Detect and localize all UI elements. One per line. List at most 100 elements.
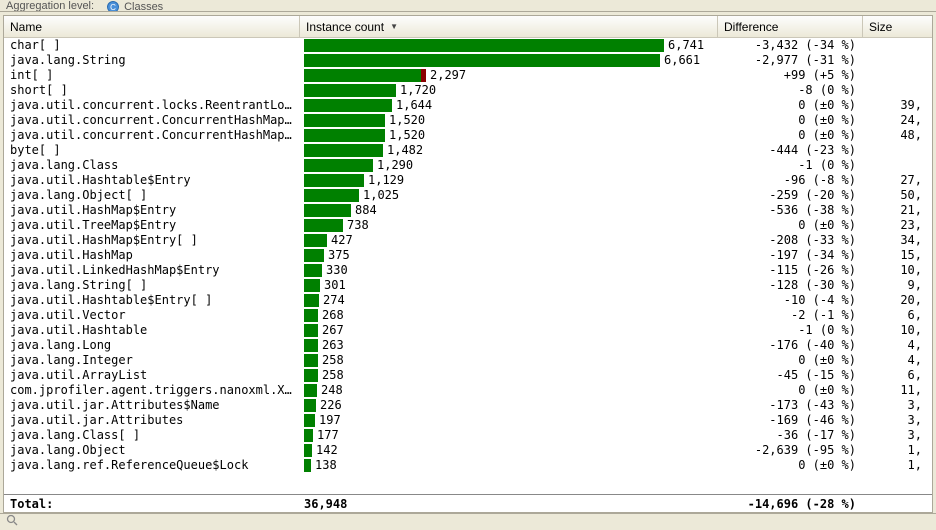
table-row[interactable]: java.util.Vector268-2 (-1 %)6, [4,308,932,323]
cell-difference: -128 (-30 %) [718,278,863,293]
count-label: 2,297 [430,68,466,83]
cell-size: 20, [863,293,923,308]
table-row[interactable]: com.jprofiler.agent.triggers.nanoxml.XML… [4,383,932,398]
table-row[interactable]: java.lang.Class 1,290 -1 (0 %) [4,158,932,173]
cell-difference: -444 (-23 %) [718,143,863,158]
col-header-size[interactable]: Size [863,16,923,37]
table-row[interactable]: java.util.Hashtable267-1 (0 %)10, [4,323,932,338]
table-panel: Name Instance count Difference Size char… [0,12,936,513]
cell-instance-count: 197 [300,413,718,428]
table-row[interactable]: java.util.Hashtable$Entry1,129-96 (-8 %)… [4,173,932,188]
cell-instance-count: 248 [300,383,718,398]
bar-current [304,84,396,97]
cell-instance-count: 1,720 [300,83,718,98]
cell-difference: -8 (0 %) [718,83,863,98]
bar-current [304,324,318,337]
bar-current [304,69,421,82]
count-label: 1,520 [389,113,425,128]
table-row[interactable]: java.util.LinkedHashMap$Entry330-115 (-2… [4,263,932,278]
table-header: Name Instance count Difference Size [4,16,932,38]
cell-difference: 0 (±0 %) [718,353,863,368]
table-row[interactable]: java.util.Hashtable$Entry[ ]274-10 (-4 %… [4,293,932,308]
count-label: 375 [328,248,350,263]
count-label: 1,290 [377,158,413,173]
bar-current [304,159,373,172]
table-row[interactable]: java.lang.Object[ ]1,025-259 (-20 %)50, [4,188,932,203]
bar-current [304,189,359,202]
classes-filter[interactable]: C Classes [106,0,163,12]
table-row[interactable]: java.util.jar.Attributes197-169 (-46 %)3… [4,413,932,428]
col-header-name[interactable]: Name [4,16,300,37]
cell-difference: -96 (-8 %) [718,173,863,188]
cell-size: 3, [863,413,923,428]
cell-instance-count: 2,297 [300,68,718,83]
table-row[interactable]: java.lang.ref.ReferenceQueue$Lock1380 (±… [4,458,932,473]
cell-difference: -10 (-4 %) [718,293,863,308]
table-row[interactable]: java.lang.Class[ ]177-36 (-17 %)3, [4,428,932,443]
cell-name: char[ ] [4,38,300,53]
cell-size: 3, [863,428,923,443]
aggregation-label: Aggregation level: [6,0,94,12]
cell-name: java.lang.Class [4,158,300,173]
cell-size: 23, [863,218,923,233]
table-row[interactable]: java.util.concurrent.ConcurrentHashMap$S… [4,128,932,143]
count-label: 1,644 [396,98,432,113]
cell-size: 10, [863,323,923,338]
table-body[interactable]: char[ ]6,741-3,432 (-34 %)java.lang.Stri… [4,38,932,494]
bar-current [304,354,318,367]
count-label: 884 [355,203,377,218]
cell-name: short[ ] [4,83,300,98]
cell-instance-count: 427 [300,233,718,248]
table-row[interactable]: java.util.HashMap$Entry[ ]427-208 (-33 %… [4,233,932,248]
table-row[interactable]: short[ ]1,720-8 (0 %) [4,83,932,98]
table-row[interactable]: java.util.jar.Attributes$Name226-173 (-4… [4,398,932,413]
cell-instance-count: 1,290 [300,158,718,173]
bar-current [304,384,317,397]
count-label: 330 [326,263,348,278]
cell-size [863,83,923,98]
col-header-instance-count[interactable]: Instance count [300,16,718,37]
count-label: 226 [320,398,342,413]
table-row[interactable]: java.lang.Integer2580 (±0 %)4, [4,353,932,368]
cell-size [863,53,923,68]
table-row[interactable]: int[ ]2,297+99 (+5 %) [4,68,932,83]
cell-name: java.util.jar.Attributes$Name [4,398,300,413]
table-row[interactable]: byte[ ]1,482-444 (-23 %) [4,143,932,158]
table-row[interactable]: java.util.TreeMap$Entry7380 (±0 %)23, [4,218,932,233]
bar-current [304,339,318,352]
table-row[interactable]: java.util.ArrayList258-45 (-15 %)6, [4,368,932,383]
cell-name: java.lang.Object [4,443,300,458]
cell-instance-count: 268 [300,308,718,323]
table-row[interactable]: java.lang.Long263-176 (-40 %)4, [4,338,932,353]
table-row[interactable]: java.lang.String6,661-2,977 (-31 %) [4,53,932,68]
cell-name: java.util.HashMap$Entry [4,203,300,218]
table-row[interactable]: java.util.concurrent.locks.ReentrantLock… [4,98,932,113]
cell-difference: -36 (-17 %) [718,428,863,443]
cell-difference: -1 (0 %) [718,158,863,173]
total-label: Total: [4,497,300,511]
table-row[interactable]: java.lang.String[ ]301-128 (-30 %)9, [4,278,932,293]
cell-size: 11, [863,383,923,398]
cell-size [863,38,923,53]
bar-current [304,204,351,217]
table-row[interactable]: java.util.HashMap375-197 (-34 %)15, [4,248,932,263]
cell-name: java.util.Hashtable$Entry [4,173,300,188]
table-row[interactable]: char[ ]6,741-3,432 (-34 %) [4,38,932,53]
cell-instance-count: 274 [300,293,718,308]
count-label: 268 [322,308,344,323]
cell-name: java.util.ArrayList [4,368,300,383]
cell-difference: -169 (-46 %) [718,413,863,428]
cell-size: 34, [863,233,923,248]
table-row[interactable]: java.util.HashMap$Entry884-536 (-38 %)21… [4,203,932,218]
cell-size: 27, [863,173,923,188]
col-header-difference[interactable]: Difference [718,16,863,37]
cell-difference: -45 (-15 %) [718,368,863,383]
table-row[interactable]: java.lang.Object142-2,639 (-95 %)1, [4,443,932,458]
status-bar [0,513,936,529]
table-row[interactable]: java.util.concurrent.ConcurrentHashMap$H… [4,113,932,128]
cell-difference: -2,977 (-31 %) [718,53,863,68]
cell-instance-count: 258 [300,353,718,368]
bar-current [304,99,392,112]
svg-text:C: C [110,3,116,12]
cell-difference: 0 (±0 %) [718,113,863,128]
